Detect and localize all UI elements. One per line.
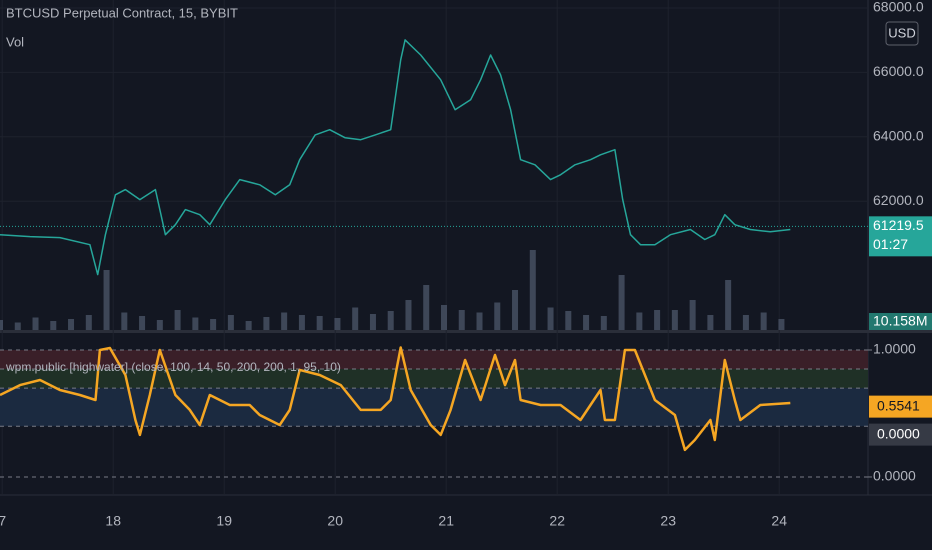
volume-bar xyxy=(0,320,3,330)
volume-bar xyxy=(68,319,75,330)
x-tick-label: 22 xyxy=(549,513,565,529)
volume-bar xyxy=(671,310,678,330)
series-line xyxy=(0,346,791,452)
volume-bar xyxy=(476,312,483,330)
volume-bar xyxy=(14,322,21,330)
volume-value-label: 10.158M xyxy=(873,313,927,329)
volume-bar xyxy=(298,315,305,330)
volume-bar xyxy=(352,307,359,330)
second-value-label: 0.0000 xyxy=(877,425,920,441)
volume-bar xyxy=(565,311,572,330)
last-price-label: 61219.5 xyxy=(873,217,924,233)
countdown-label: 01:27 xyxy=(873,236,908,252)
currency-button[interactable] xyxy=(885,21,919,46)
volume-bar xyxy=(174,310,181,330)
volume-bar xyxy=(32,317,39,330)
volume-bar xyxy=(210,319,217,330)
series-line xyxy=(0,39,791,276)
y-tick-label: 0.0000 xyxy=(873,468,916,484)
volume-title: Vol xyxy=(6,34,24,49)
volume-bar xyxy=(85,315,92,330)
x-tick-label: 21 xyxy=(438,513,454,529)
volume-bar xyxy=(139,316,146,330)
x-tick-label: 7 xyxy=(0,513,6,529)
y-tick-label: 62000.0 xyxy=(873,192,924,208)
volume-bar xyxy=(387,311,394,330)
volume-bar xyxy=(121,312,128,330)
y-tick-label: 66000.0 xyxy=(873,63,924,79)
volume-bar xyxy=(316,316,323,330)
volume-bar xyxy=(583,315,590,330)
volume-bar xyxy=(458,310,465,330)
last-value-box xyxy=(869,395,932,418)
x-tick-label: 20 xyxy=(327,513,343,529)
y-tick-label: 64000.0 xyxy=(873,127,924,143)
volume-value-box xyxy=(869,313,932,330)
volume-bar xyxy=(440,305,447,330)
volume-bar xyxy=(192,317,199,330)
volume-bar xyxy=(707,315,714,330)
volume-bar xyxy=(334,318,341,330)
volume-bar xyxy=(689,300,696,330)
x-tick-label: 24 xyxy=(771,513,787,529)
volume-bar xyxy=(156,320,163,330)
volume-bar xyxy=(103,270,110,330)
volume-bar xyxy=(529,250,536,330)
currency-label[interactable]: USD xyxy=(888,25,915,40)
x-tick-label: 19 xyxy=(216,513,232,529)
last-price-box xyxy=(869,216,932,257)
y-tick-label: 68000.0 xyxy=(873,0,924,15)
chart-title: BTCUSD Perpetual Contract, 15, BYBIT xyxy=(6,5,238,20)
volume-bar xyxy=(636,312,643,330)
volume-bar xyxy=(778,319,785,330)
volume-bar xyxy=(654,310,661,330)
y-tick-label: 1.0000 xyxy=(873,341,916,357)
volume-bar xyxy=(405,300,412,330)
volume-bar xyxy=(263,317,270,330)
volume-bar xyxy=(50,321,57,330)
volume-bar xyxy=(547,307,554,330)
volume-bar xyxy=(600,316,607,330)
volume-bar xyxy=(494,302,501,330)
x-tick-label: 18 xyxy=(105,513,121,529)
volume-bar xyxy=(512,290,519,330)
volume-bar xyxy=(760,312,767,330)
volume-bar xyxy=(725,280,732,330)
volume-bar xyxy=(281,312,288,330)
volume-bar xyxy=(423,285,430,330)
volume-bar xyxy=(742,315,749,330)
second-value-box xyxy=(869,423,932,446)
last-value-label: 0.5541 xyxy=(877,397,920,413)
x-tick-label: 23 xyxy=(660,513,676,529)
volume-bar xyxy=(618,275,625,330)
volume-bar xyxy=(245,321,252,330)
volume-bar xyxy=(227,315,234,330)
indicator-title: wpm.public [highwater] (close, 100, 14, … xyxy=(5,360,341,374)
level-band xyxy=(0,369,868,389)
volume-bar xyxy=(369,314,376,330)
level-band xyxy=(0,350,868,370)
plots xyxy=(0,39,868,452)
